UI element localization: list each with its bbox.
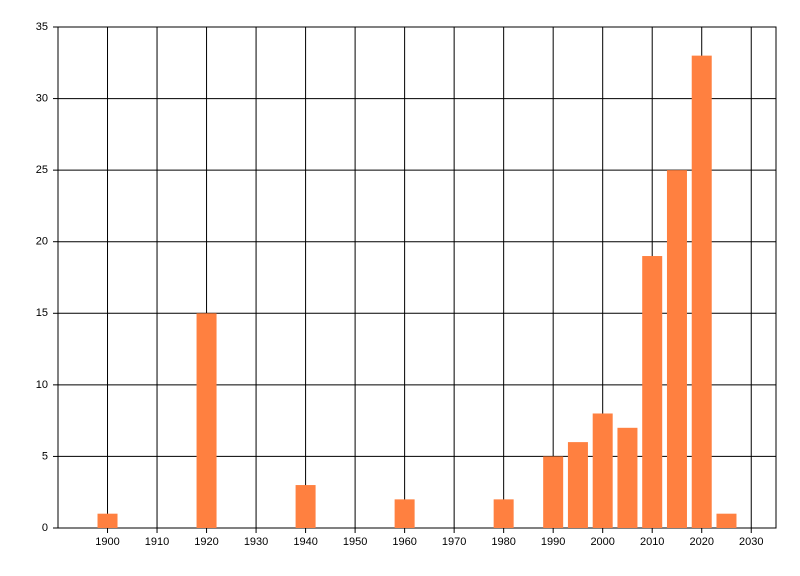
- x-tick-label: 1940: [293, 536, 317, 548]
- y-tick-label: 15: [36, 307, 48, 319]
- y-tick-label: 5: [42, 450, 48, 462]
- x-tick-label: 1970: [442, 536, 466, 548]
- bar: [196, 313, 217, 528]
- bar: [666, 170, 687, 528]
- x-tick-label: 1930: [244, 536, 268, 548]
- bar: [567, 442, 588, 528]
- bar: [691, 55, 712, 528]
- y-tick-label: 30: [36, 92, 48, 104]
- y-tick-label: 0: [42, 522, 48, 534]
- x-tick-label: 1980: [491, 536, 515, 548]
- x-tick-label: 2000: [590, 536, 614, 548]
- x-tick-label: 2020: [689, 536, 713, 548]
- y-tick-label: 35: [36, 21, 48, 33]
- bar: [617, 427, 638, 528]
- bar: [394, 499, 415, 528]
- x-tick-label: 1990: [541, 536, 565, 548]
- bar: [543, 456, 564, 528]
- y-tick-label: 10: [36, 379, 48, 391]
- bar: [592, 413, 613, 528]
- x-tick-label: 2010: [640, 536, 664, 548]
- x-tick-label: 2030: [739, 536, 763, 548]
- bar: [642, 256, 663, 528]
- bar: [97, 513, 118, 528]
- x-tick-label: 1950: [343, 536, 367, 548]
- x-tick-label: 1910: [145, 536, 169, 548]
- bar: [716, 513, 737, 528]
- bar: [295, 485, 316, 528]
- y-tick-label: 25: [36, 164, 48, 176]
- y-tick-label: 20: [36, 236, 48, 248]
- x-tick-label: 1900: [95, 536, 119, 548]
- x-tick-label: 1960: [392, 536, 416, 548]
- bar: [493, 499, 514, 528]
- x-tick-label: 1920: [194, 536, 218, 548]
